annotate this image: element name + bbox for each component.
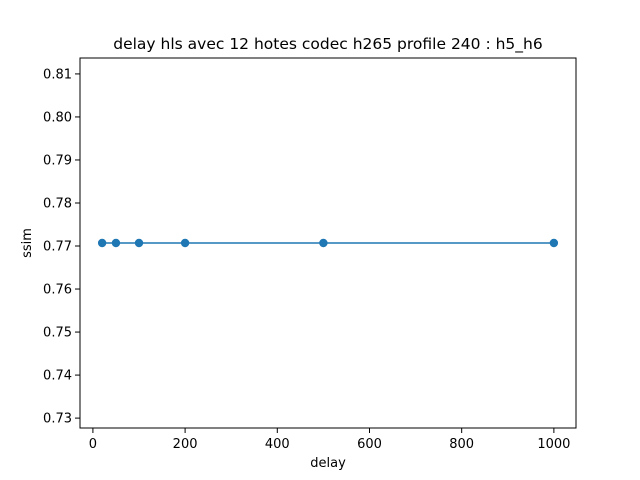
x-tick-label: 800 [449, 437, 474, 452]
x-axis: 0 200 400 600 800 1000 [89, 428, 570, 452]
x-tick-label: 400 [265, 437, 290, 452]
data-point [319, 238, 328, 248]
x-tick-label: 1000 [537, 437, 570, 452]
data-point [97, 238, 107, 248]
y-tick-label: 0.75 [43, 326, 72, 341]
y-tick-label: 0.73 [43, 412, 72, 427]
chart-title: delay hls avec 12 hotes codec h265 profi… [113, 35, 542, 54]
x-axis-label: delay [310, 456, 346, 471]
y-axis-label: ssim [20, 228, 35, 258]
y-tick-label: 0.81 [43, 67, 72, 82]
y-tick-label: 0.79 [43, 153, 72, 168]
data-point [111, 238, 121, 248]
y-axis: 0.73 0.74 0.75 0.76 0.77 0.78 0.79 0.80 0.81 [43, 67, 80, 427]
y-tick-label: 0.77 [43, 240, 72, 255]
data-point [549, 238, 559, 248]
x-tick-label: 200 [173, 437, 198, 452]
y-tick-label: 0.76 [43, 283, 72, 298]
data-point [180, 238, 190, 248]
data-point [134, 238, 144, 248]
y-tick-label: 0.74 [43, 369, 72, 384]
plot-frame [79, 57, 577, 429]
y-tick-label: 0.80 [43, 110, 72, 125]
plot-area [97, 238, 559, 248]
x-tick-label: 0 [89, 437, 97, 452]
y-tick-label: 0.78 [43, 196, 72, 211]
x-tick-label: 600 [357, 437, 382, 452]
